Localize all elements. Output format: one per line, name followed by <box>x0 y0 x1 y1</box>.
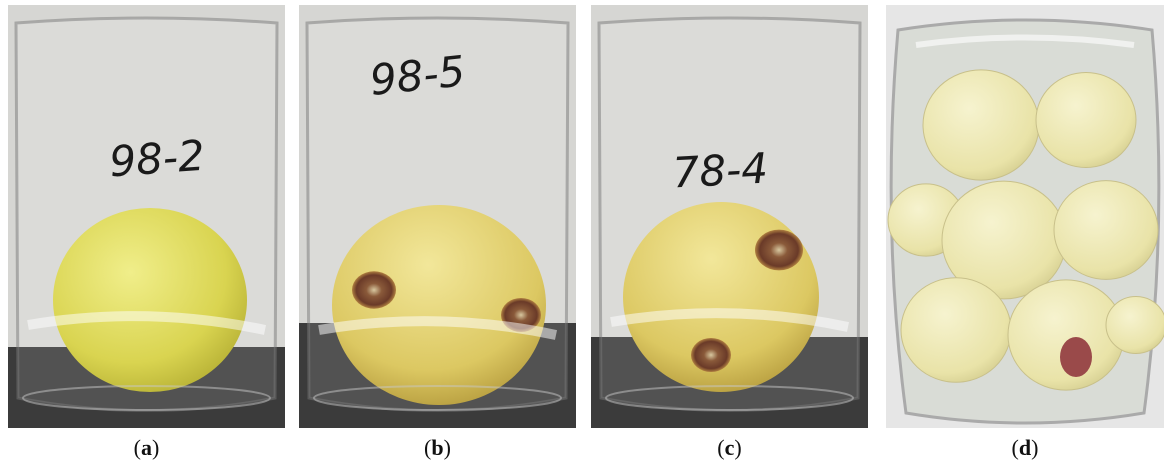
apple <box>1008 280 1124 390</box>
lesion <box>1060 337 1092 377</box>
caption-part: ) <box>152 435 159 460</box>
caption: (b) <box>424 435 451 460</box>
lesion <box>755 230 803 271</box>
caption-part: ) <box>734 435 741 460</box>
handwritten-label: 78-4 <box>671 144 769 198</box>
apple <box>1106 297 1166 354</box>
caption-part: ( <box>717 435 724 460</box>
caption-part: ( <box>1012 435 1019 460</box>
apple <box>1054 181 1158 280</box>
caption-part: ) <box>444 435 451 460</box>
photo-panel <box>886 5 1166 428</box>
handwritten-label: 98-2 <box>108 131 207 187</box>
caption: (d) <box>1012 435 1039 460</box>
caption-part: ( <box>424 435 431 460</box>
caption: (c) <box>717 435 741 460</box>
lesion <box>352 271 396 308</box>
apple <box>901 278 1011 383</box>
handwritten-label: 98-5 <box>368 46 468 105</box>
apple <box>923 70 1039 180</box>
photo-panel: 78-4 <box>591 5 868 428</box>
caption-part: ( <box>134 435 141 460</box>
figure: 98-2(a)98-5(b)78-4(c)(d) <box>0 0 1171 465</box>
caption-part: b <box>431 435 443 460</box>
apple <box>53 208 247 392</box>
photo-panel: 98-2 <box>8 5 285 428</box>
photo-panel: 98-5 <box>299 5 576 428</box>
caption-part: c <box>725 435 735 460</box>
caption-part: ) <box>1031 435 1038 460</box>
caption: (a) <box>134 435 160 460</box>
caption-part: a <box>141 435 152 460</box>
apple <box>1036 73 1136 168</box>
lesion <box>691 338 731 372</box>
caption-part: d <box>1019 435 1031 460</box>
